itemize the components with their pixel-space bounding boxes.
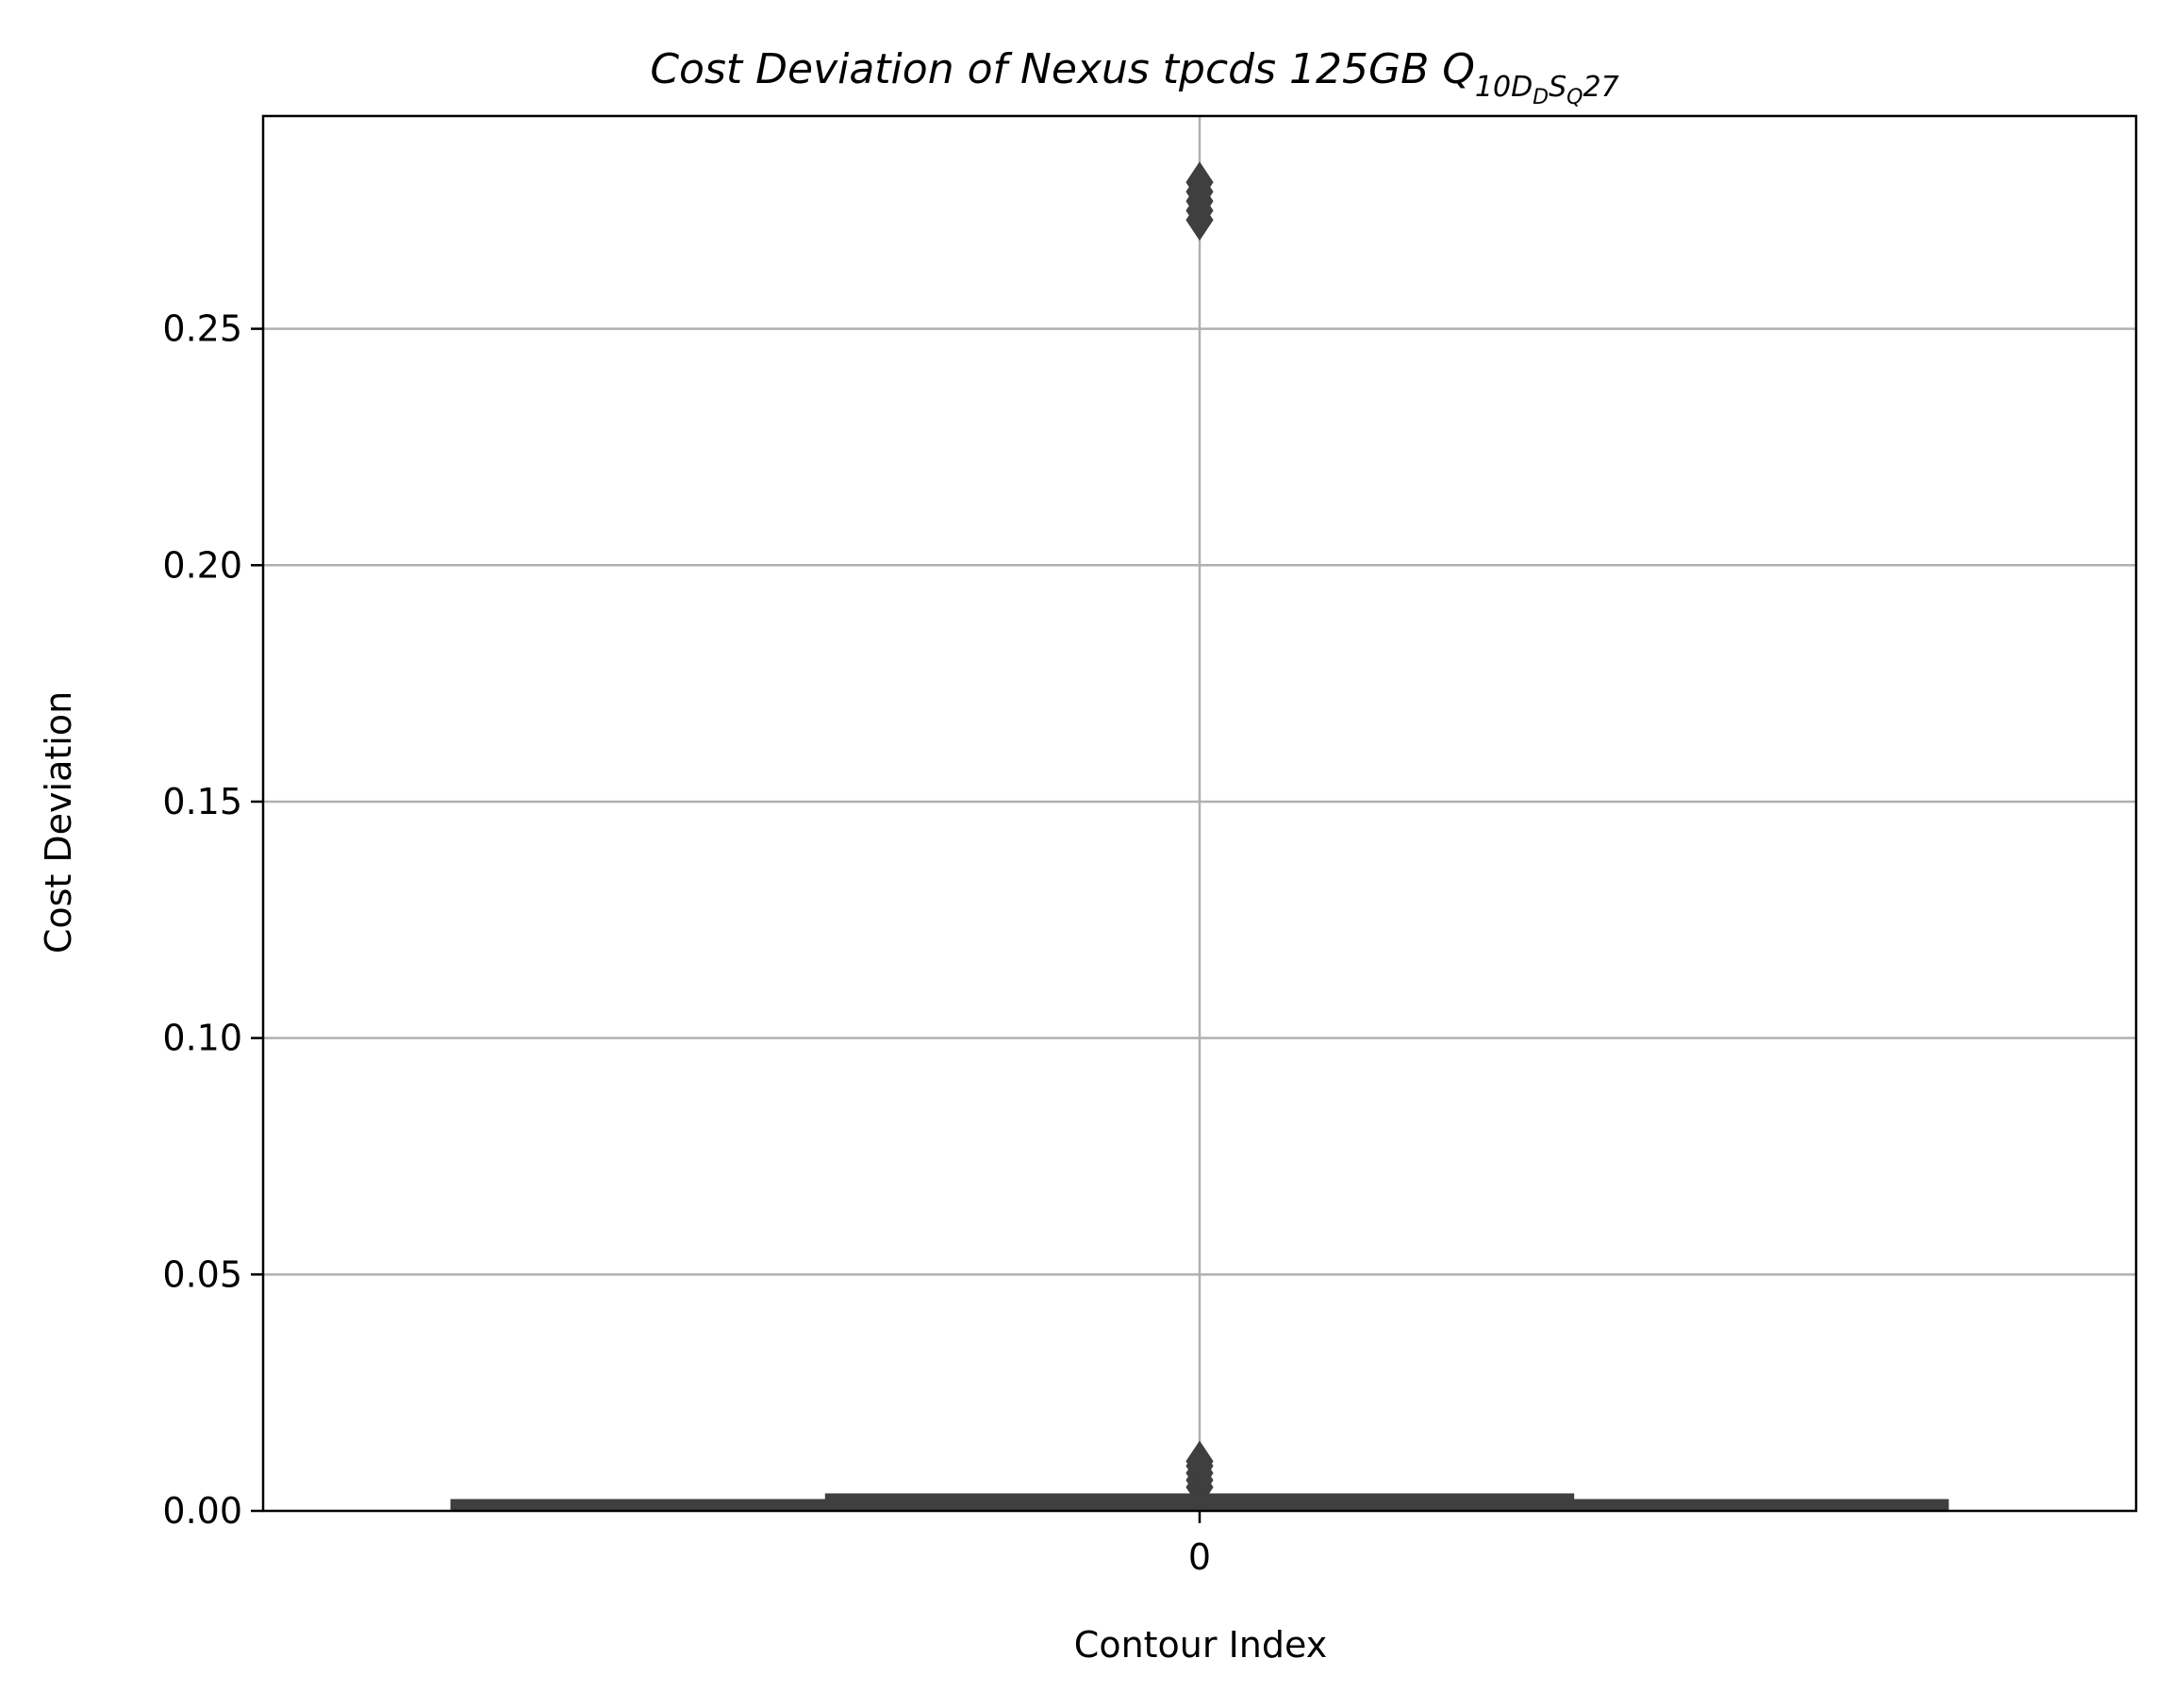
chart-title-suffix: 27 (1583, 71, 1619, 104)
y-tick-label: 0.20 (162, 544, 242, 586)
chart-title-subscript: 10D (1475, 71, 1533, 104)
chart-title-main: Cost Deviation of Nexus tpcds 125GB Q (650, 45, 1475, 93)
chart-title-sub-sub-1: D (1533, 86, 1549, 109)
y-tick-label: 0.15 (162, 781, 242, 822)
y-tick-label: 0.10 (162, 1018, 242, 1059)
x-tick-label: 0 (1188, 1536, 1211, 1578)
axes-layer: 0.00 0.05 0.10 0.15 0.20 0.25 0 (162, 114, 2138, 1578)
plot-frame (261, 114, 2138, 1513)
x-axis-label: Contour Index (1074, 1624, 1327, 1666)
outlier-point (1185, 1440, 1214, 1483)
y-tick-label: 0.00 (162, 1490, 242, 1532)
chart-title: Cost Deviation of Nexus tpcds 125GB Q10D… (650, 45, 1618, 109)
y-tick-label: 0.05 (162, 1253, 242, 1295)
y-tick-label: 0.25 (162, 308, 242, 350)
y-axis-label: Cost Deviation (38, 691, 79, 953)
chart-title-subscript-2: S (1549, 71, 1566, 104)
marks-layer (450, 161, 1949, 1511)
grid-layer (263, 116, 2136, 1511)
chart-title-sub-sub-2: Q (1566, 86, 1583, 109)
outlier-point (1185, 161, 1214, 204)
